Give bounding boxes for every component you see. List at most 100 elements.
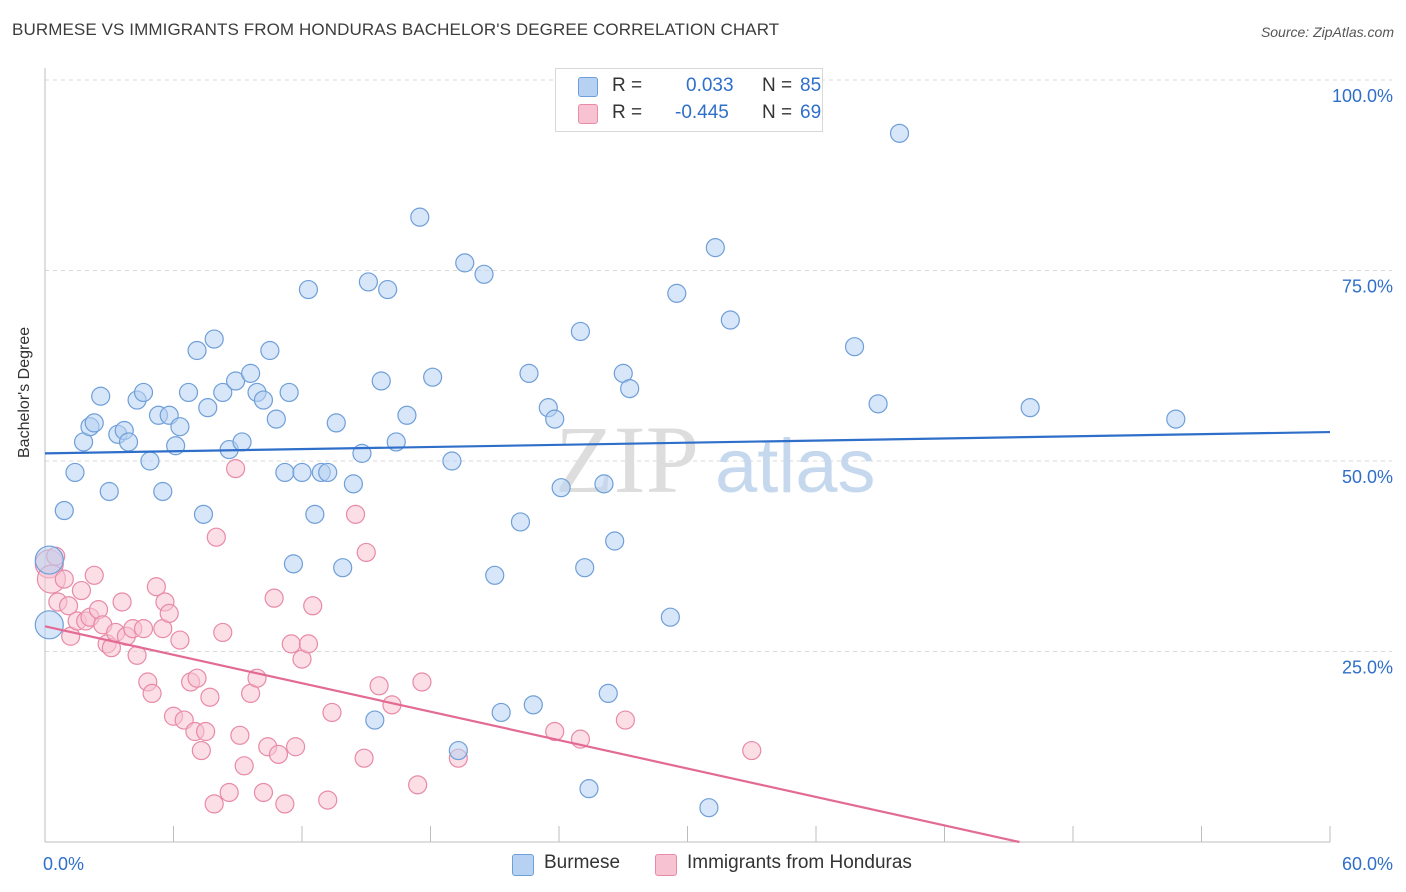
honduras-point [187,668,207,688]
honduras-point [159,603,179,624]
honduras-point [354,748,374,768]
burmese-point [579,779,599,799]
burmese-point [198,398,218,418]
honduras-point [615,710,635,730]
honduras-point [133,619,154,639]
burmese-point [54,500,74,521]
burmese-point [318,462,338,483]
honduras-point [285,737,306,757]
honduras-point [58,596,79,616]
burmese-point [378,279,398,300]
burmese-point [474,264,494,284]
y-tick-label: 25.0% [1342,658,1393,678]
honduras-point [412,672,432,692]
honduras-swatch [578,104,598,124]
burmese-point [423,367,443,387]
honduras-point [170,630,190,650]
burmese-point [187,340,207,361]
honduras-point [303,596,323,616]
honduras-point [219,782,239,803]
honduras-point [408,775,428,795]
burmese-point [720,310,740,330]
burmese-point [1020,398,1040,418]
burmese-point [170,417,190,437]
honduras-n-label: N = [762,102,793,123]
honduras-point [71,580,92,601]
honduras-point [204,794,224,814]
honduras-point [112,592,132,612]
honduras-r-value: -0.445 [675,102,729,123]
honduras-point [298,634,319,654]
burmese-point [523,695,543,715]
burmese-point [91,386,111,406]
honduras-point [264,588,284,608]
burmese-point [410,207,430,227]
legend-burmese-swatch [512,854,534,876]
y-tick-label: 100.0% [1332,86,1393,106]
honduras-point [230,725,250,745]
burmese-point [491,702,511,723]
burmese-point [193,504,214,524]
burmese-point [292,462,312,483]
burmese-point [178,382,199,403]
burmese-point [275,462,295,483]
burmese-point [34,610,64,640]
burmese-point [889,123,910,143]
honduras-point [268,744,289,764]
burmese-point [34,545,64,575]
burmese-n-value: 85 [800,75,822,96]
honduras-r-label: R = [612,102,643,123]
honduras-point [191,740,211,761]
y-tick-label: 50.0% [1342,467,1393,487]
burmese-point [868,394,888,414]
watermark-zip: ZIP [555,406,699,513]
axes [44,68,1331,843]
burmese-point [358,272,378,292]
burmese-point [213,382,233,403]
burmese-point [605,531,625,551]
burmese-point [99,481,119,502]
burmese-point [305,504,325,524]
burmese-point [226,371,246,391]
legend-burmese-label: Burmese [544,852,621,873]
burmese-point [594,474,614,494]
honduras-point [84,565,104,585]
burmese-point [133,382,154,403]
burmese-trend-line [44,430,1331,455]
burmese-point [279,382,299,403]
burmese-point [575,558,595,578]
burmese-point [667,283,687,303]
honduras-point [234,756,254,776]
trend-lines [44,430,1331,844]
burmese-point [485,565,505,585]
legend-honduras-label: Immigrants from Honduras [687,852,912,873]
burmese-point [442,451,462,471]
chart-title: BURMESE VS IMMIGRANTS FROM HONDURAS BACH… [12,20,780,39]
honduras-point [322,702,342,723]
burmese-point [260,340,280,361]
burmese-point [140,451,160,471]
burmese-swatch [578,77,598,97]
burmese-r-label: R = [612,75,643,96]
honduras-point [742,740,762,761]
x-tick-label-max: 60.0% [1342,854,1393,874]
stats-box: R = 0.033 N = 85 R = -0.445 N = 69 [555,68,823,132]
honduras-point [200,687,220,707]
burmese-point [266,409,286,429]
honduras-n-value: 69 [800,102,822,123]
burmese-point [118,432,139,452]
honduras-point [281,634,301,654]
watermark: ZIP atlas [555,406,876,513]
honduras-point [275,794,295,814]
honduras-point [226,459,246,479]
burmese-point [153,481,173,502]
burmese-point [699,798,719,818]
burmese-point [1166,409,1186,429]
burmese-point [65,462,85,483]
burmese-point [620,379,640,399]
watermark-atlas: atlas [715,424,876,509]
burmese-point [397,405,417,425]
honduras-point [54,569,74,589]
burmese-r-value: 0.033 [686,75,734,96]
